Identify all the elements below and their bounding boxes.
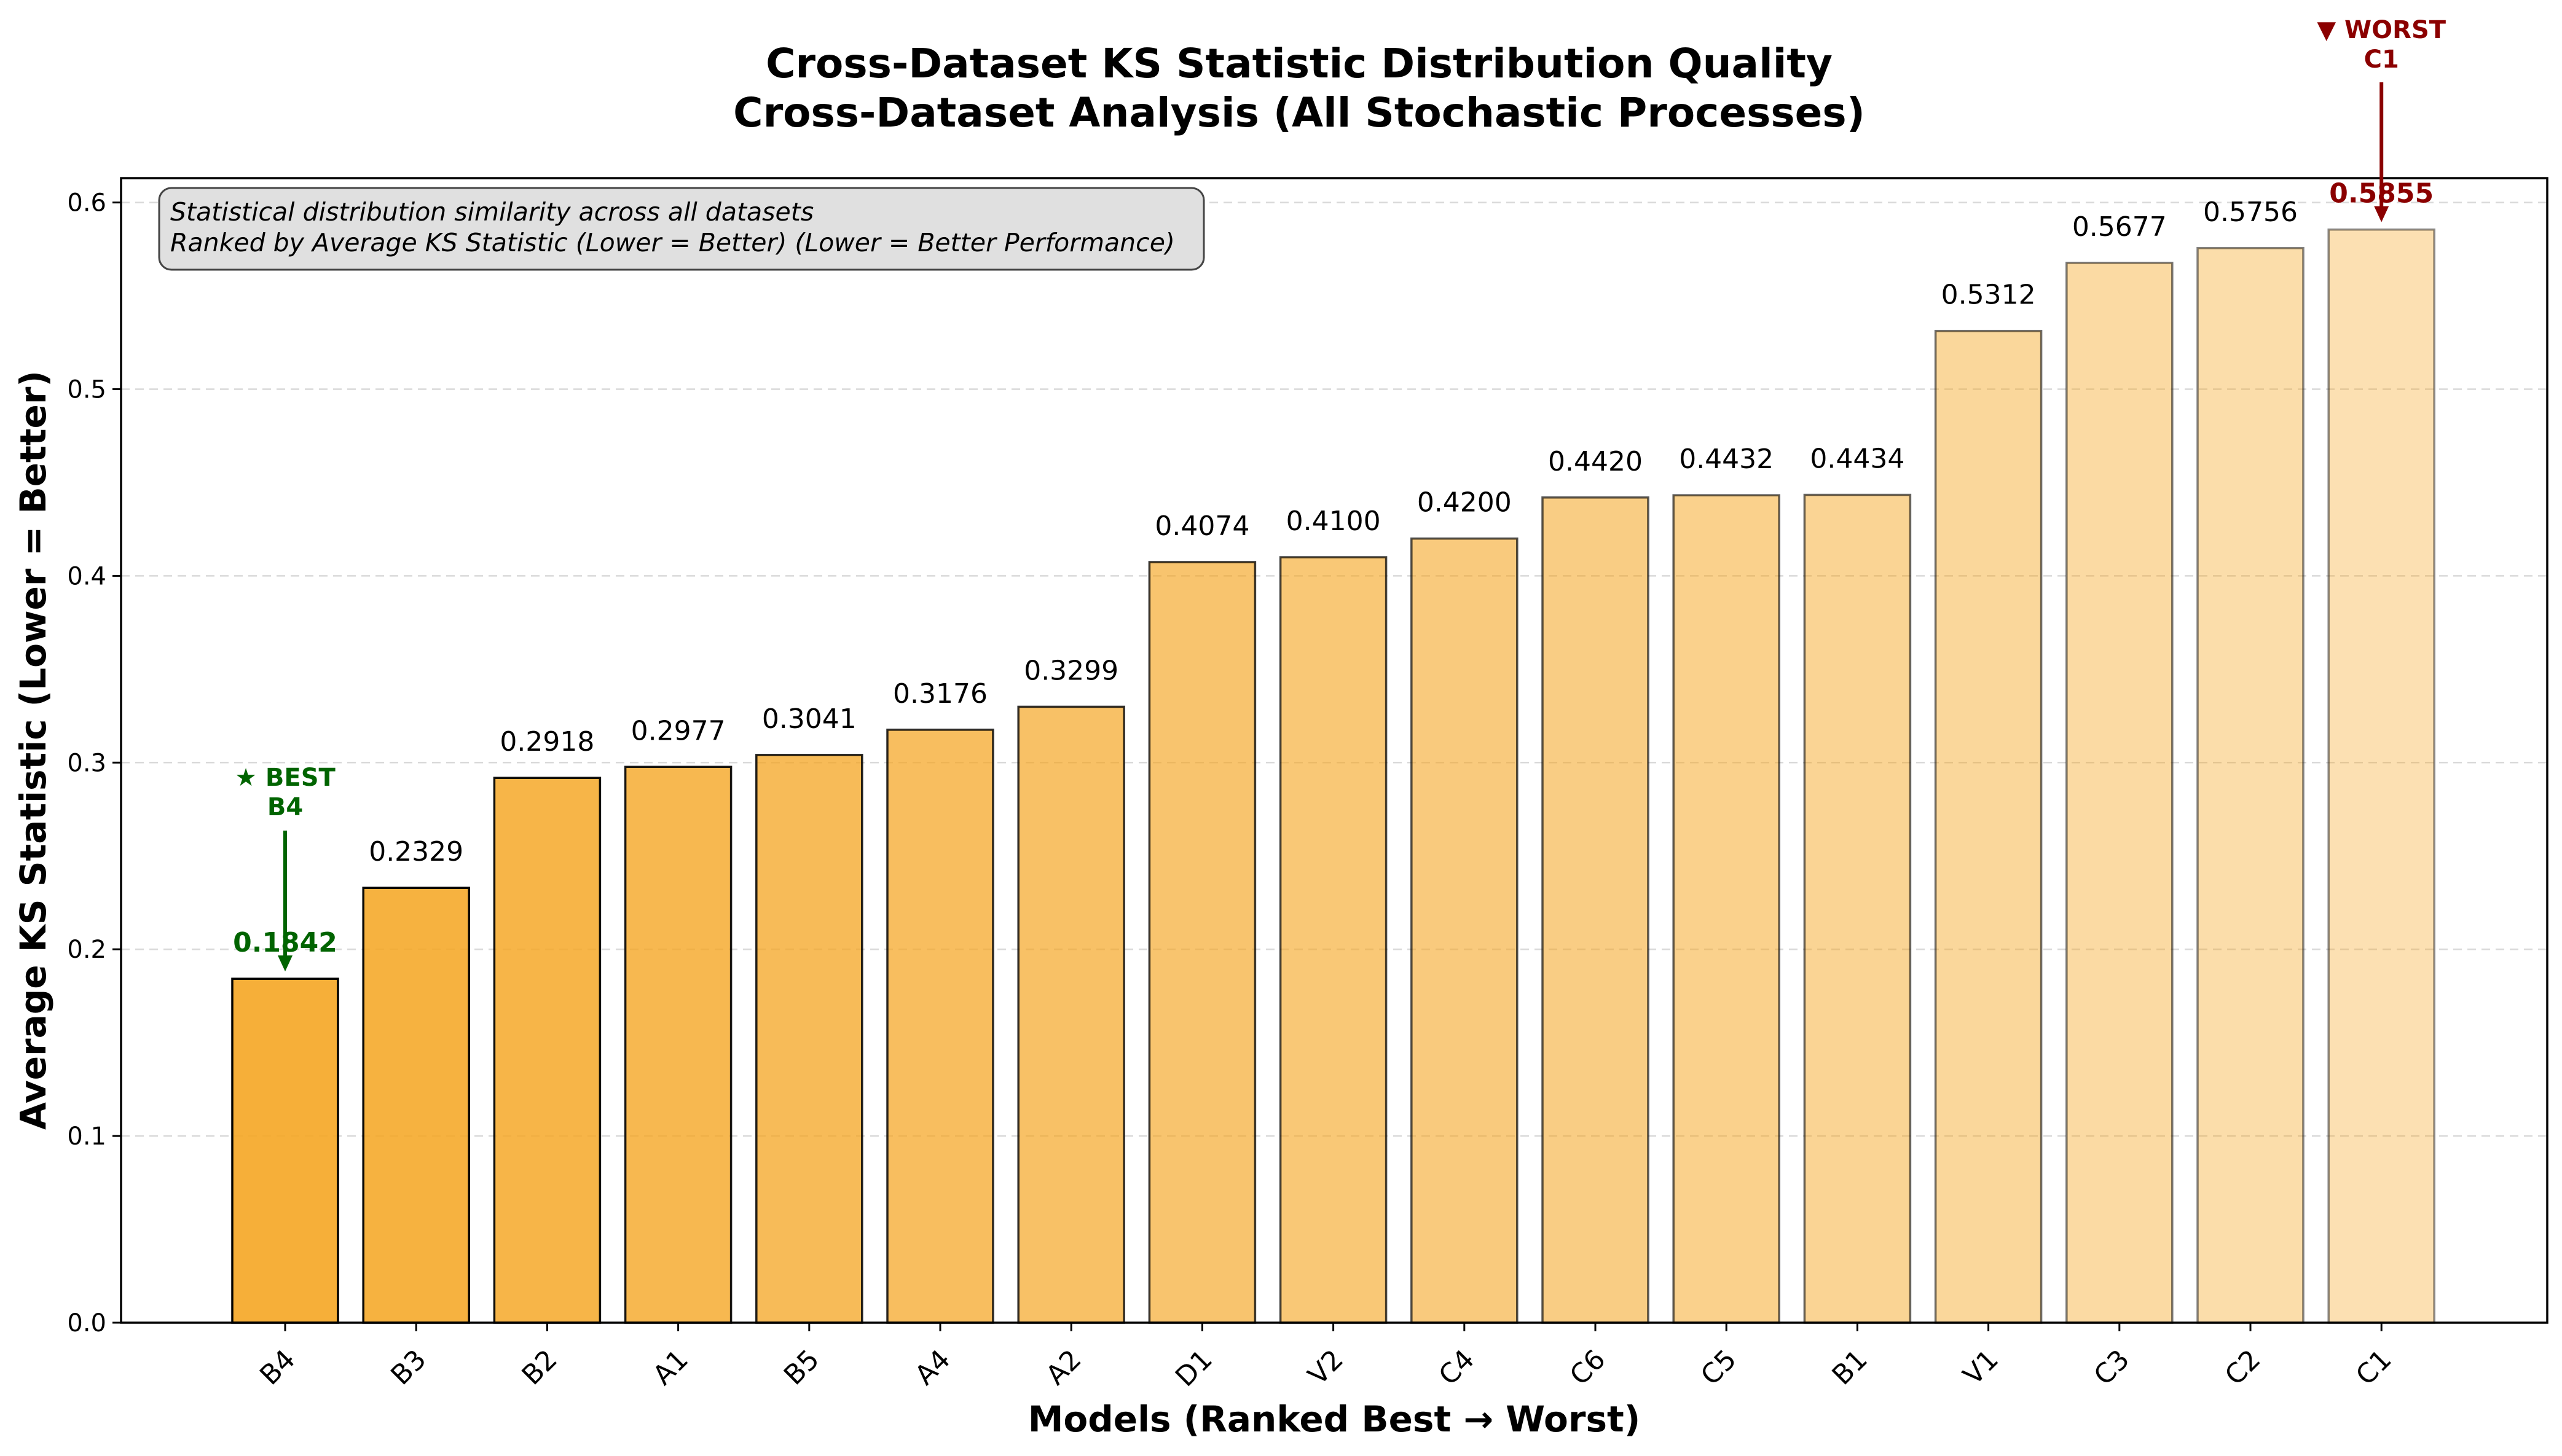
data-label-V2: 0.4100 xyxy=(1286,506,1381,537)
data-label-C5: 0.4432 xyxy=(1679,444,1774,475)
data-label-A2: 0.3299 xyxy=(1024,655,1118,686)
data-label-C3: 0.5677 xyxy=(2072,211,2167,243)
bar-B4 xyxy=(231,977,339,1324)
note-line-2: Ranked by Average KS Statistic (Lower = … xyxy=(170,228,1175,257)
worst-annotation-line-1: ▼ WORST xyxy=(2317,16,2446,44)
bar-B2 xyxy=(493,777,602,1324)
y-tick-label: 0.6 xyxy=(67,189,106,217)
bar-V1 xyxy=(1934,329,2043,1324)
bar-B3 xyxy=(362,887,470,1324)
bar-C4 xyxy=(1410,537,1519,1324)
data-label-C6: 0.4420 xyxy=(1548,446,1643,477)
bar-C1 xyxy=(2327,228,2435,1324)
data-label-B5: 0.3041 xyxy=(762,703,857,735)
chart-title: Cross-Dataset KS Statistic Distribution … xyxy=(766,40,1833,87)
data-label-C4: 0.4200 xyxy=(1417,487,1512,519)
bars xyxy=(231,228,2435,1324)
data-label-A1: 0.2977 xyxy=(631,715,726,746)
bar-C5 xyxy=(1672,494,1780,1324)
bar-V2 xyxy=(1279,556,1388,1324)
bar-B1 xyxy=(1803,493,1912,1324)
x-axis-label: Models (Ranked Best → Worst) xyxy=(1028,1398,1641,1440)
y-tick-label: 0.2 xyxy=(67,936,106,964)
data-label-V1: 0.5312 xyxy=(1941,280,2036,311)
y-tick-label: 0.5 xyxy=(67,376,106,404)
data-label-C2: 0.5756 xyxy=(2203,197,2298,228)
bar-A4 xyxy=(886,729,994,1324)
note-box-background xyxy=(158,187,1205,271)
bar-C3 xyxy=(2065,262,2174,1324)
y-tick-label: 0.4 xyxy=(67,562,106,590)
chart-subtitle: Cross-Dataset Analysis (All Stochastic P… xyxy=(733,89,1865,136)
bar-D1 xyxy=(1148,561,1257,1324)
y-axis: 0.0 0.1 0.2 0.3 0.4 0.5 0.6 xyxy=(67,189,121,1337)
data-label-A4: 0.3176 xyxy=(893,678,988,710)
worst-annotation-line-2: C1 xyxy=(2364,45,2399,74)
y-tick-label: 0.3 xyxy=(67,749,106,777)
best-annotation-line-1: ★ BEST xyxy=(235,764,336,792)
data-label-B2: 0.2918 xyxy=(500,726,594,757)
best-annotation-line-2: B4 xyxy=(267,793,303,821)
bar-C2 xyxy=(2196,247,2305,1324)
y-tick-label: 0.1 xyxy=(67,1122,106,1151)
bar-C6 xyxy=(1541,496,1649,1324)
data-label-B1: 0.4434 xyxy=(1810,444,1904,475)
bar-A1 xyxy=(624,765,733,1324)
data-label-B3: 0.2329 xyxy=(369,836,463,867)
worst-arrow-head xyxy=(2374,206,2389,222)
y-tick-label: 0.0 xyxy=(67,1309,106,1337)
bar-B5 xyxy=(755,754,863,1324)
note-line-1: Statistical distribution similarity acro… xyxy=(170,197,814,227)
y-axis-label: Average KS Statistic (Lower = Better) xyxy=(12,370,54,1130)
best-arrow-head xyxy=(278,955,293,972)
bar-A2 xyxy=(1017,705,1125,1324)
note-box: Statistical distribution similarity acro… xyxy=(158,187,1205,271)
data-label-D1: 0.4074 xyxy=(1155,511,1249,542)
